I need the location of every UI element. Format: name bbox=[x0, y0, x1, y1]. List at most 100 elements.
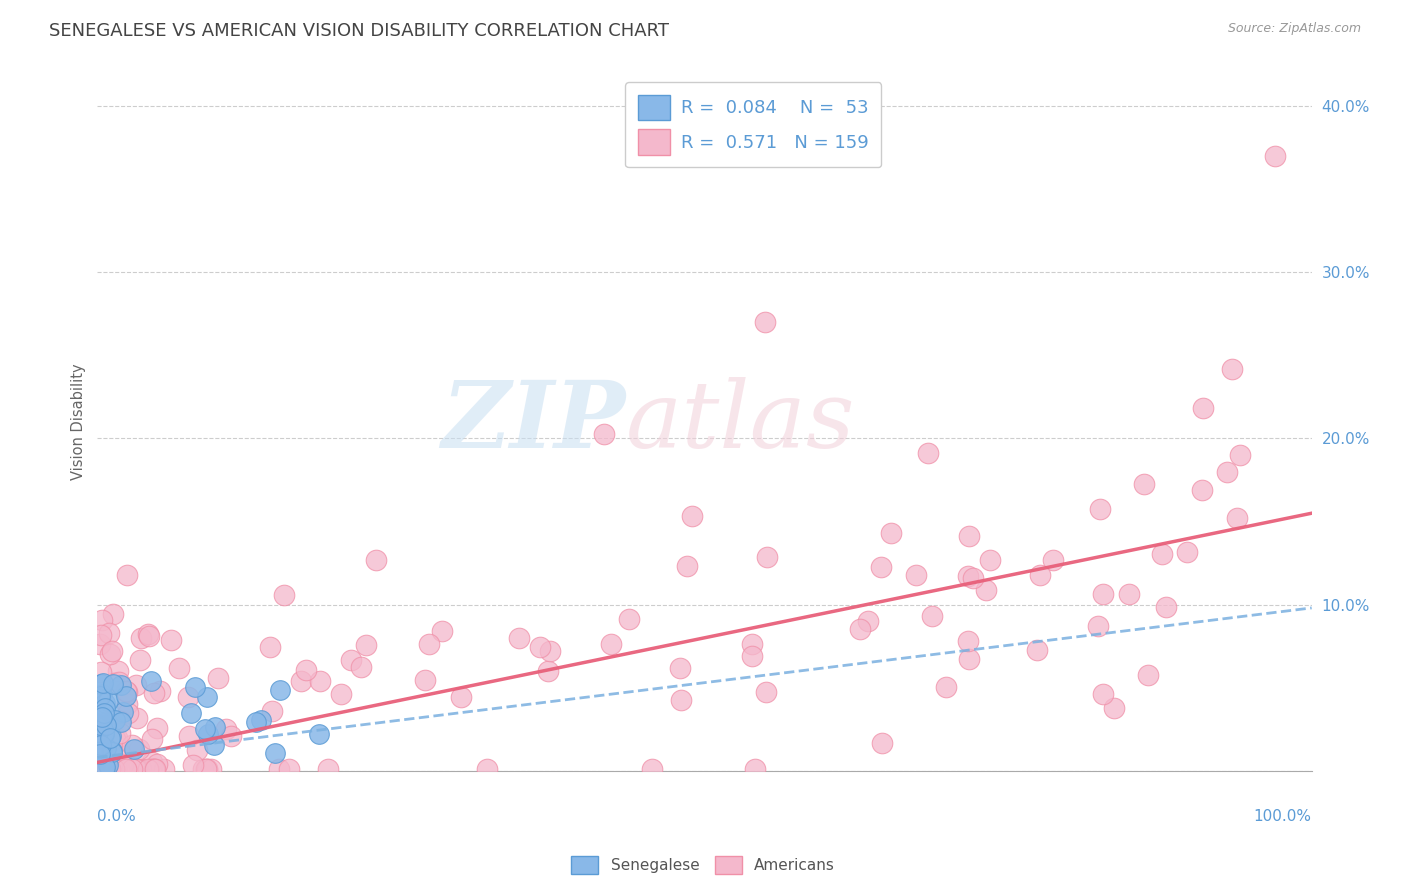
Point bbox=[204, 720, 226, 734]
Point bbox=[101, 744, 124, 758]
Point bbox=[87, 719, 110, 733]
Text: 0.0%: 0.0% bbox=[97, 809, 136, 824]
Point bbox=[1025, 642, 1047, 657]
Point bbox=[87, 746, 110, 760]
Point bbox=[935, 680, 957, 694]
Point bbox=[308, 727, 330, 741]
Point bbox=[349, 659, 371, 673]
Point bbox=[91, 728, 114, 742]
Point bbox=[138, 627, 160, 641]
Point bbox=[167, 661, 190, 675]
Point bbox=[115, 684, 138, 698]
Point bbox=[90, 628, 112, 642]
Point bbox=[755, 685, 778, 699]
Point bbox=[139, 673, 162, 688]
Point bbox=[1118, 587, 1140, 601]
Point bbox=[94, 696, 117, 710]
Point bbox=[114, 684, 136, 698]
Point bbox=[100, 729, 122, 743]
Point bbox=[1087, 619, 1109, 633]
Point bbox=[1229, 448, 1251, 462]
Point bbox=[94, 741, 117, 756]
Point bbox=[110, 747, 132, 762]
Point bbox=[477, 762, 499, 776]
Point bbox=[186, 743, 208, 757]
Point bbox=[149, 684, 172, 698]
Point bbox=[97, 626, 120, 640]
Point bbox=[974, 582, 997, 597]
Point bbox=[267, 762, 290, 776]
Point bbox=[90, 665, 112, 680]
Point bbox=[277, 762, 299, 776]
Point bbox=[676, 559, 699, 574]
Point bbox=[207, 672, 229, 686]
Point bbox=[94, 760, 117, 774]
Point bbox=[93, 727, 115, 741]
Point bbox=[1136, 668, 1159, 682]
Point bbox=[124, 742, 146, 756]
Point bbox=[671, 693, 693, 707]
Text: atlas: atlas bbox=[626, 376, 855, 467]
Point bbox=[90, 677, 112, 691]
Point bbox=[1154, 599, 1177, 614]
Point bbox=[141, 755, 163, 769]
Point bbox=[87, 724, 110, 739]
Point bbox=[669, 661, 692, 675]
Point bbox=[316, 762, 339, 776]
Text: ZIP: ZIP bbox=[441, 376, 626, 467]
Point bbox=[921, 609, 943, 624]
Point bbox=[98, 647, 121, 661]
Point bbox=[269, 683, 291, 698]
Point bbox=[295, 663, 318, 677]
Point bbox=[93, 706, 115, 720]
Point bbox=[1264, 149, 1286, 163]
Point bbox=[101, 607, 124, 621]
Point bbox=[430, 624, 453, 638]
Point bbox=[870, 736, 893, 750]
Point bbox=[117, 706, 139, 721]
Point bbox=[200, 762, 222, 776]
Point bbox=[94, 762, 117, 776]
Point bbox=[529, 640, 551, 655]
Point bbox=[103, 762, 125, 776]
Point bbox=[121, 762, 143, 776]
Point bbox=[90, 739, 112, 753]
Point bbox=[869, 560, 891, 574]
Point bbox=[89, 762, 111, 776]
Point bbox=[87, 743, 110, 757]
Point bbox=[957, 652, 980, 666]
Point bbox=[98, 762, 121, 776]
Point bbox=[93, 717, 115, 731]
Point bbox=[1220, 361, 1243, 376]
Point bbox=[89, 710, 111, 724]
Point bbox=[219, 729, 242, 743]
Point bbox=[127, 762, 149, 776]
Point bbox=[111, 757, 134, 772]
Point bbox=[538, 643, 561, 657]
Point bbox=[115, 568, 138, 582]
Point bbox=[979, 553, 1001, 567]
Point bbox=[112, 762, 135, 776]
Point bbox=[118, 762, 141, 776]
Point bbox=[741, 637, 763, 651]
Point bbox=[90, 740, 112, 755]
Point bbox=[101, 677, 124, 691]
Point bbox=[139, 762, 162, 776]
Text: 100.0%: 100.0% bbox=[1254, 809, 1312, 824]
Text: SENEGALESE VS AMERICAN VISION DISABILITY CORRELATION CHART: SENEGALESE VS AMERICAN VISION DISABILITY… bbox=[49, 22, 669, 40]
Point bbox=[87, 691, 110, 706]
Point bbox=[110, 678, 132, 692]
Point bbox=[94, 762, 117, 776]
Point bbox=[957, 529, 980, 543]
Point bbox=[129, 653, 152, 667]
Point bbox=[114, 762, 136, 776]
Point bbox=[177, 729, 200, 743]
Point bbox=[104, 731, 127, 746]
Point bbox=[197, 762, 219, 776]
Point bbox=[89, 747, 111, 762]
Point bbox=[957, 633, 980, 648]
Point bbox=[413, 673, 436, 687]
Point bbox=[89, 689, 111, 703]
Legend: Senegalese, Americans: Senegalese, Americans bbox=[565, 850, 841, 880]
Point bbox=[215, 722, 238, 736]
